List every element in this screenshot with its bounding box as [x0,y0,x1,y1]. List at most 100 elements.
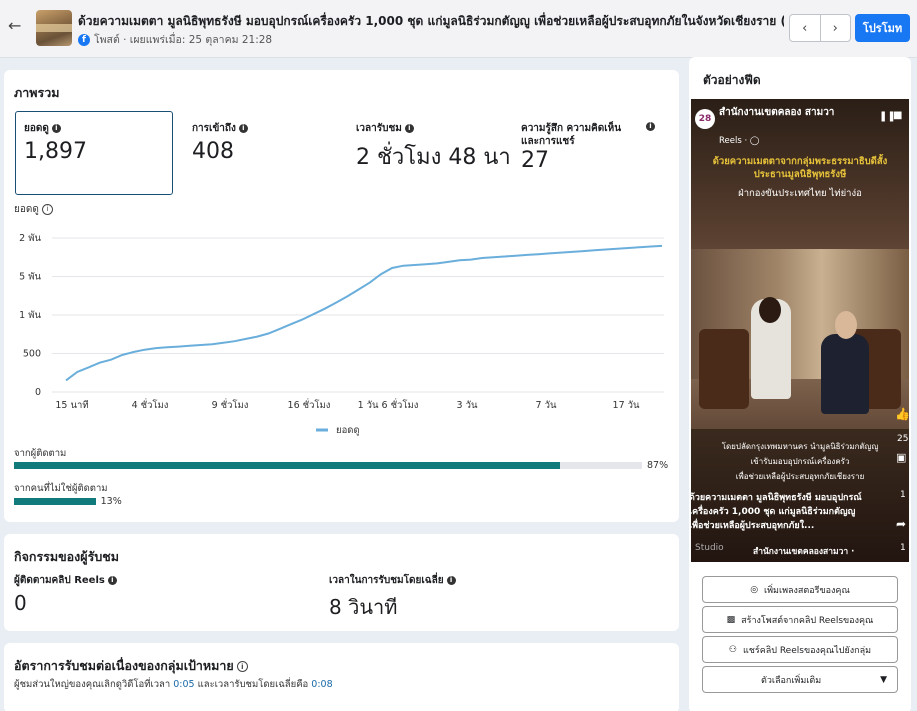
create-post-button[interactable]: ▩ สร้างโพสต์จากคลิป Reelsของคุณ [702,606,898,633]
share-icon[interactable]: ➦ [896,517,907,531]
page-name[interactable]: สำนักงานเขตคลอง สามวา [719,107,835,118]
pause-icon[interactable]: ❚❚ [879,111,896,122]
reels-label: Reels · ◯ [719,136,760,146]
chevron-left-icon[interactable]: ‹ [790,15,821,41]
pager: ‹ › [789,14,851,42]
nonfollowers-label: จากคนที่ไม่ใช่ผู้ติดตาม [14,483,108,494]
metric-value: 2 ชั่วโมง 48 นาที [356,145,510,170]
avg-time-link[interactable]: 0:08 [311,679,333,690]
chevron-right-icon[interactable]: › [832,20,838,36]
share-to-group-button[interactable]: ⚇ แชร์คลิป Reelsของคุณไปยังกลุ่ม [702,636,898,663]
metric-label: ยอดดู [24,123,49,134]
retention-time-link[interactable]: 0:05 [173,679,195,690]
x-tick-label: 17 วัน [613,400,640,411]
feed-preview-title: ตัวอย่างฟีด [703,73,761,87]
reels-icon: ▩ [726,614,736,625]
chair-left [699,329,749,409]
footer-page-name: สำนักงานเขตคลองสามวา · [753,547,855,557]
x-tick-label: 15 นาที [55,399,88,411]
series-line-views [65,244,663,382]
x-tick-label: 7 วัน [536,400,557,411]
metric-watch-time[interactable]: เวลารับชม i 2 ชั่วโมง 48 นาที [348,111,510,195]
more-options-button[interactable]: ตัวเลือกเพิ่มเติม ▼ [702,666,898,693]
metric-value: 27 [521,148,549,173]
metric-reach[interactable]: การเข้าถึง i 408 [184,111,334,195]
metric-value: 8 วินาที [329,595,398,619]
header-bar: ← ด้วยความเมตตา มูลนิธิพุทธรังษี มอบอุปก… [0,0,917,58]
nonfollowers-bar [14,498,96,505]
x-tick-label: 3 วัน [457,400,478,411]
metric-label: ผู้ติดตามคลิป Reels [14,575,105,586]
comment-count: 1 [900,490,906,500]
y-tick-label: 0 [35,387,41,398]
globe-icon: ◯ [749,136,760,146]
retention-title: อัตราการรับชมต่อเนื่องของกลุ่มเป้าหมาย i [14,656,248,676]
post-caption: ด้วยความเมตตา มูลนิธิพุทธรังษี มอบอุปกรณ… [691,493,862,531]
person-left-head [759,297,781,323]
metric-reels-followers: ผู้ติดตามคลิป Reels i 0 [14,574,117,615]
metric-label: การเข้าถึง [192,123,236,134]
legend-label: ยอดดู [336,425,360,436]
activity-title: กิจกรรมของผู้รับชม [14,549,119,564]
metric-label: เวลารับชม [356,123,402,134]
info-icon[interactable]: i [41,203,53,215]
audience-activity-card: กิจกรรมของผู้รับชม ผู้ติดตามคลิป Reels i … [4,534,679,631]
comment-icon[interactable]: ▣ [896,451,907,464]
followers-label: จากผู้ติดตาม [14,448,67,459]
group-icon: ⚇ [728,644,737,655]
like-count: 25 [897,434,909,444]
facebook-icon: f [78,33,90,46]
x-tick-label: 16 ชั่วโมง [288,398,331,411]
metric-engagement[interactable]: ความรู้สึก ความคิดเห็นและการแชร์ i 27 [513,111,663,195]
views-line-chart: 0 500 1 พัน 5 พัน 2 พัน 15 นาที 4 ชั่วโมง 9 ชั่… [19,233,664,436]
metric-views[interactable]: ยอดดู i 1,897 [15,111,173,195]
nonfollowers-percent: 13% [100,496,122,507]
chart-title: ยอดดู i [14,202,53,217]
y-tick-label: 1 พัน [19,310,41,321]
floor [691,429,909,562]
followers-bar [14,462,561,469]
caption-line1: โดยปลัดกรุงเทพมหานคร นำมูลนิธิร่วมกตัญญู [721,442,879,451]
person-right-head [835,311,857,339]
info-icon[interactable]: i [236,661,248,672]
boost-button[interactable]: โปรโมท [855,14,910,42]
banner-line1: ด้วยความเมตตาจากกลุ่มพระธรรมาธิบดีสั้ง [712,156,888,167]
metric-avg-watch-time: เวลาในการรับชมโดยเฉลี่ย i 8 วินาที [329,574,456,623]
banner-line2: ประธานมูลนิธิพุทธรังษี [753,169,847,180]
x-tick-label: 4 ชั่วโมง [132,398,169,411]
post-meta: โพสต์ · เผยแพร่เมื่อ: 25 ตุลาคม 21:28 [94,34,273,46]
add-music-button[interactable]: ◎ เพิ่มเพลงสตอรีของคุณ [702,576,898,603]
overview-title: ภาพรวม [14,85,60,100]
info-icon[interactable]: i [51,123,61,133]
reel-video-preview[interactable]: 28 สำนักงานเขตคลอง สามวา Reels · ◯ ❚❚ ■ … [691,99,909,562]
info-icon[interactable]: i [238,123,248,133]
info-icon[interactable]: i [646,122,655,131]
x-tick-label: 1 วัน 6 ชั่วโมง [358,398,419,411]
caption-line2: เข้ารับมอบอุปกรณ์เครื่องครัว [750,457,850,466]
retention-description: ผู้ชมส่วนใหญ่ของคุณเลิกดูวิดีโอที่เวลา 0… [14,679,333,690]
followers-percent: 87% [647,460,669,471]
banner-line3: ฝ่ากองขันประเทศไทย ไท่ย่าง่อ [738,188,862,199]
info-icon[interactable]: i [446,575,456,585]
y-tick-label: 5 พัน [19,272,41,283]
info-icon[interactable]: i [404,123,414,133]
post-subtitle: f โพสต์ · เผยแพร่เมื่อ: 25 ตุลาคม 21:28 [78,31,272,48]
info-icon[interactable]: i [107,575,117,585]
metric-value: 0 [14,591,27,615]
post-thumbnail [36,10,72,46]
like-icon[interactable]: 👍 [895,407,909,421]
metric-value: 408 [192,139,234,164]
retention-card: อัตราการรับชมต่อเนื่องของกลุ่มเป้าหมาย i … [4,643,679,711]
share-count: 1 [900,543,906,553]
music-icon: ◎ [750,584,759,595]
post-title: ด้วยความเมตตา มูลนิธิพุทธรังษี มอบอุปกรณ… [78,14,784,28]
metric-label: ความรู้สึก ความคิดเห็นและการแชร์ [521,123,622,147]
page-avatar[interactable]: 28 [695,109,715,129]
caret-down-icon: ▼ [880,674,887,685]
y-tick-label: 500 [23,349,41,360]
y-tick-label: 2 พัน [19,233,41,244]
back-arrow-icon[interactable]: ← [8,16,22,35]
mute-icon[interactable]: ■ [893,110,903,121]
metric-value: 1,897 [24,139,87,164]
caption-line3: เพื่อช่วยเหลือผู้ประสบอุทกภัยเชียงราย [735,472,865,481]
